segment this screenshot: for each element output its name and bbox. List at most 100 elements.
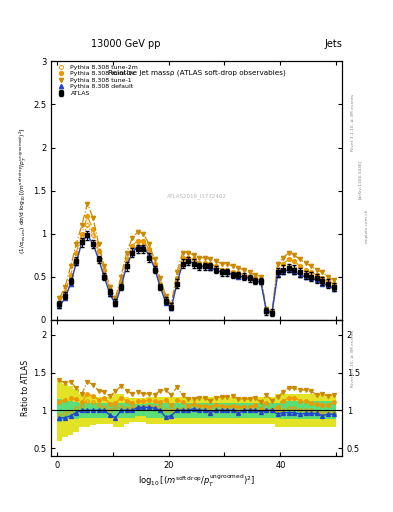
Pythia 8.308 tune-1	[186, 249, 191, 255]
Pythia 8.308 tune-2c	[320, 275, 325, 282]
Pythia 8.308 tune-1	[163, 292, 168, 298]
Pythia 8.308 tune-2c	[91, 226, 95, 232]
Pythia 8.308 tune-1	[219, 261, 224, 267]
Pythia 8.308 tune-1	[325, 273, 330, 280]
Pythia 8.308 tune-2c	[147, 246, 151, 252]
Pythia 8.308 tune-2c	[79, 230, 84, 237]
Text: Rivet 3.1.10, ≥ 3M events: Rivet 3.1.10, ≥ 3M events	[351, 330, 354, 387]
Pythia 8.308 tune-2c	[119, 279, 123, 285]
Pythia 8.308 tune-2c	[225, 267, 230, 273]
Pythia 8.308 default	[214, 267, 219, 273]
Pythia 8.308 default	[124, 263, 129, 269]
Pythia 8.308 default	[107, 291, 112, 297]
Pythia 8.308 tune-1	[96, 241, 101, 247]
Pythia 8.308 tune-1	[270, 309, 274, 315]
Pythia 8.308 tune-1	[253, 272, 257, 278]
Pythia 8.308 tune-2m	[85, 222, 90, 228]
Pythia 8.308 default	[136, 244, 140, 250]
Pythia 8.308 tune-1	[281, 254, 286, 261]
Pythia 8.308 tune-2c	[186, 254, 191, 261]
Pythia 8.308 tune-1	[214, 258, 219, 264]
Pythia 8.308 tune-1	[314, 267, 319, 273]
Pythia 8.308 tune-2c	[309, 269, 314, 275]
Y-axis label: Ratio to ATLAS: Ratio to ATLAS	[21, 359, 30, 416]
Pythia 8.308 tune-2c	[264, 307, 269, 313]
Pythia 8.308 default	[270, 310, 274, 316]
Pythia 8.308 tune-2c	[169, 303, 174, 309]
Pythia 8.308 tune-1	[158, 275, 163, 282]
Pythia 8.308 tune-1	[275, 261, 280, 267]
Pythia 8.308 tune-2m	[57, 302, 62, 308]
Pythia 8.308 tune-2c	[113, 297, 118, 304]
Pythia 8.308 tune-2c	[214, 263, 219, 269]
Text: mcplots.cern.ch: mcplots.cern.ch	[365, 208, 369, 243]
Pythia 8.308 tune-2c	[152, 261, 157, 267]
Pythia 8.308 tune-1	[74, 241, 79, 247]
Line: Pythia 8.308 tune-2c: Pythia 8.308 tune-2c	[57, 215, 336, 315]
Pythia 8.308 default	[79, 239, 84, 245]
Pythia 8.308 tune-1	[169, 301, 174, 307]
Pythia 8.308 tune-1	[309, 263, 314, 269]
Pythia 8.308 tune-2m	[208, 264, 213, 270]
Line: Pythia 8.308 default: Pythia 8.308 default	[57, 233, 336, 315]
Pythia 8.308 tune-2m	[309, 273, 314, 280]
Pythia 8.308 tune-1	[68, 263, 73, 269]
Pythia 8.308 tune-2c	[107, 287, 112, 293]
Pythia 8.308 default	[286, 267, 291, 273]
Pythia 8.308 tune-2c	[197, 260, 202, 266]
Pythia 8.308 tune-1	[331, 277, 336, 283]
Pythia 8.308 default	[292, 268, 297, 274]
Pythia 8.308 tune-1	[63, 284, 68, 290]
Pythia 8.308 tune-2m	[124, 262, 129, 268]
Pythia 8.308 tune-1	[147, 241, 151, 247]
Pythia 8.308 tune-2m	[247, 275, 252, 282]
Pythia 8.308 tune-2m	[253, 278, 257, 284]
Line: Pythia 8.308 tune-2m: Pythia 8.308 tune-2m	[57, 223, 336, 315]
Pythia 8.308 tune-2c	[74, 249, 79, 255]
Pythia 8.308 tune-2m	[174, 280, 179, 286]
Pythia 8.308 tune-2m	[242, 273, 246, 280]
Pythia 8.308 tune-2m	[91, 232, 95, 239]
Pythia 8.308 tune-2c	[219, 267, 224, 273]
Pythia 8.308 tune-2m	[298, 269, 302, 275]
Pythia 8.308 tune-2c	[247, 273, 252, 280]
Pythia 8.308 tune-1	[136, 229, 140, 235]
Pythia 8.308 tune-2m	[96, 252, 101, 258]
Pythia 8.308 tune-2m	[74, 257, 79, 263]
Pythia 8.308 tune-2m	[231, 272, 235, 278]
Pythia 8.308 default	[191, 260, 196, 266]
Pythia 8.308 tune-2c	[136, 238, 140, 244]
Pythia 8.308 tune-2c	[57, 300, 62, 306]
Pythia 8.308 tune-1	[152, 257, 157, 263]
Pythia 8.308 tune-2m	[320, 280, 325, 286]
Pythia 8.308 tune-1	[79, 222, 84, 228]
Pythia 8.308 tune-1	[102, 263, 107, 269]
Pythia 8.308 tune-2c	[96, 248, 101, 254]
Pythia 8.308 tune-2m	[180, 260, 185, 266]
Pythia 8.308 tune-2m	[152, 264, 157, 270]
Pythia 8.308 tune-2m	[63, 293, 68, 300]
Pythia 8.308 tune-2m	[102, 272, 107, 278]
Pythia 8.308 tune-1	[286, 249, 291, 255]
Pythia 8.308 tune-2c	[242, 272, 246, 278]
Pythia 8.308 default	[264, 308, 269, 314]
Pythia 8.308 tune-2c	[298, 263, 302, 269]
Pythia 8.308 tune-2m	[130, 248, 134, 254]
Pythia 8.308 default	[298, 272, 302, 278]
Pythia 8.308 tune-1	[113, 295, 118, 301]
Pythia 8.308 tune-2c	[124, 257, 129, 263]
Pythia 8.308 tune-1	[202, 254, 207, 261]
Pythia 8.308 tune-1	[259, 273, 263, 280]
Pythia 8.308 tune-2m	[303, 272, 308, 278]
Pythia 8.308 tune-2c	[68, 272, 73, 278]
Pythia 8.308 default	[281, 268, 286, 274]
Pythia 8.308 tune-1	[174, 269, 179, 275]
Pythia 8.308 default	[202, 263, 207, 269]
Pythia 8.308 tune-2m	[186, 258, 191, 264]
Pythia 8.308 tune-2c	[231, 269, 235, 275]
Pythia 8.308 default	[325, 282, 330, 288]
Pythia 8.308 tune-1	[208, 257, 213, 263]
Pythia 8.308 tune-1	[298, 257, 302, 263]
Pythia 8.308 tune-2c	[141, 238, 146, 244]
Pythia 8.308 tune-2c	[180, 254, 185, 261]
